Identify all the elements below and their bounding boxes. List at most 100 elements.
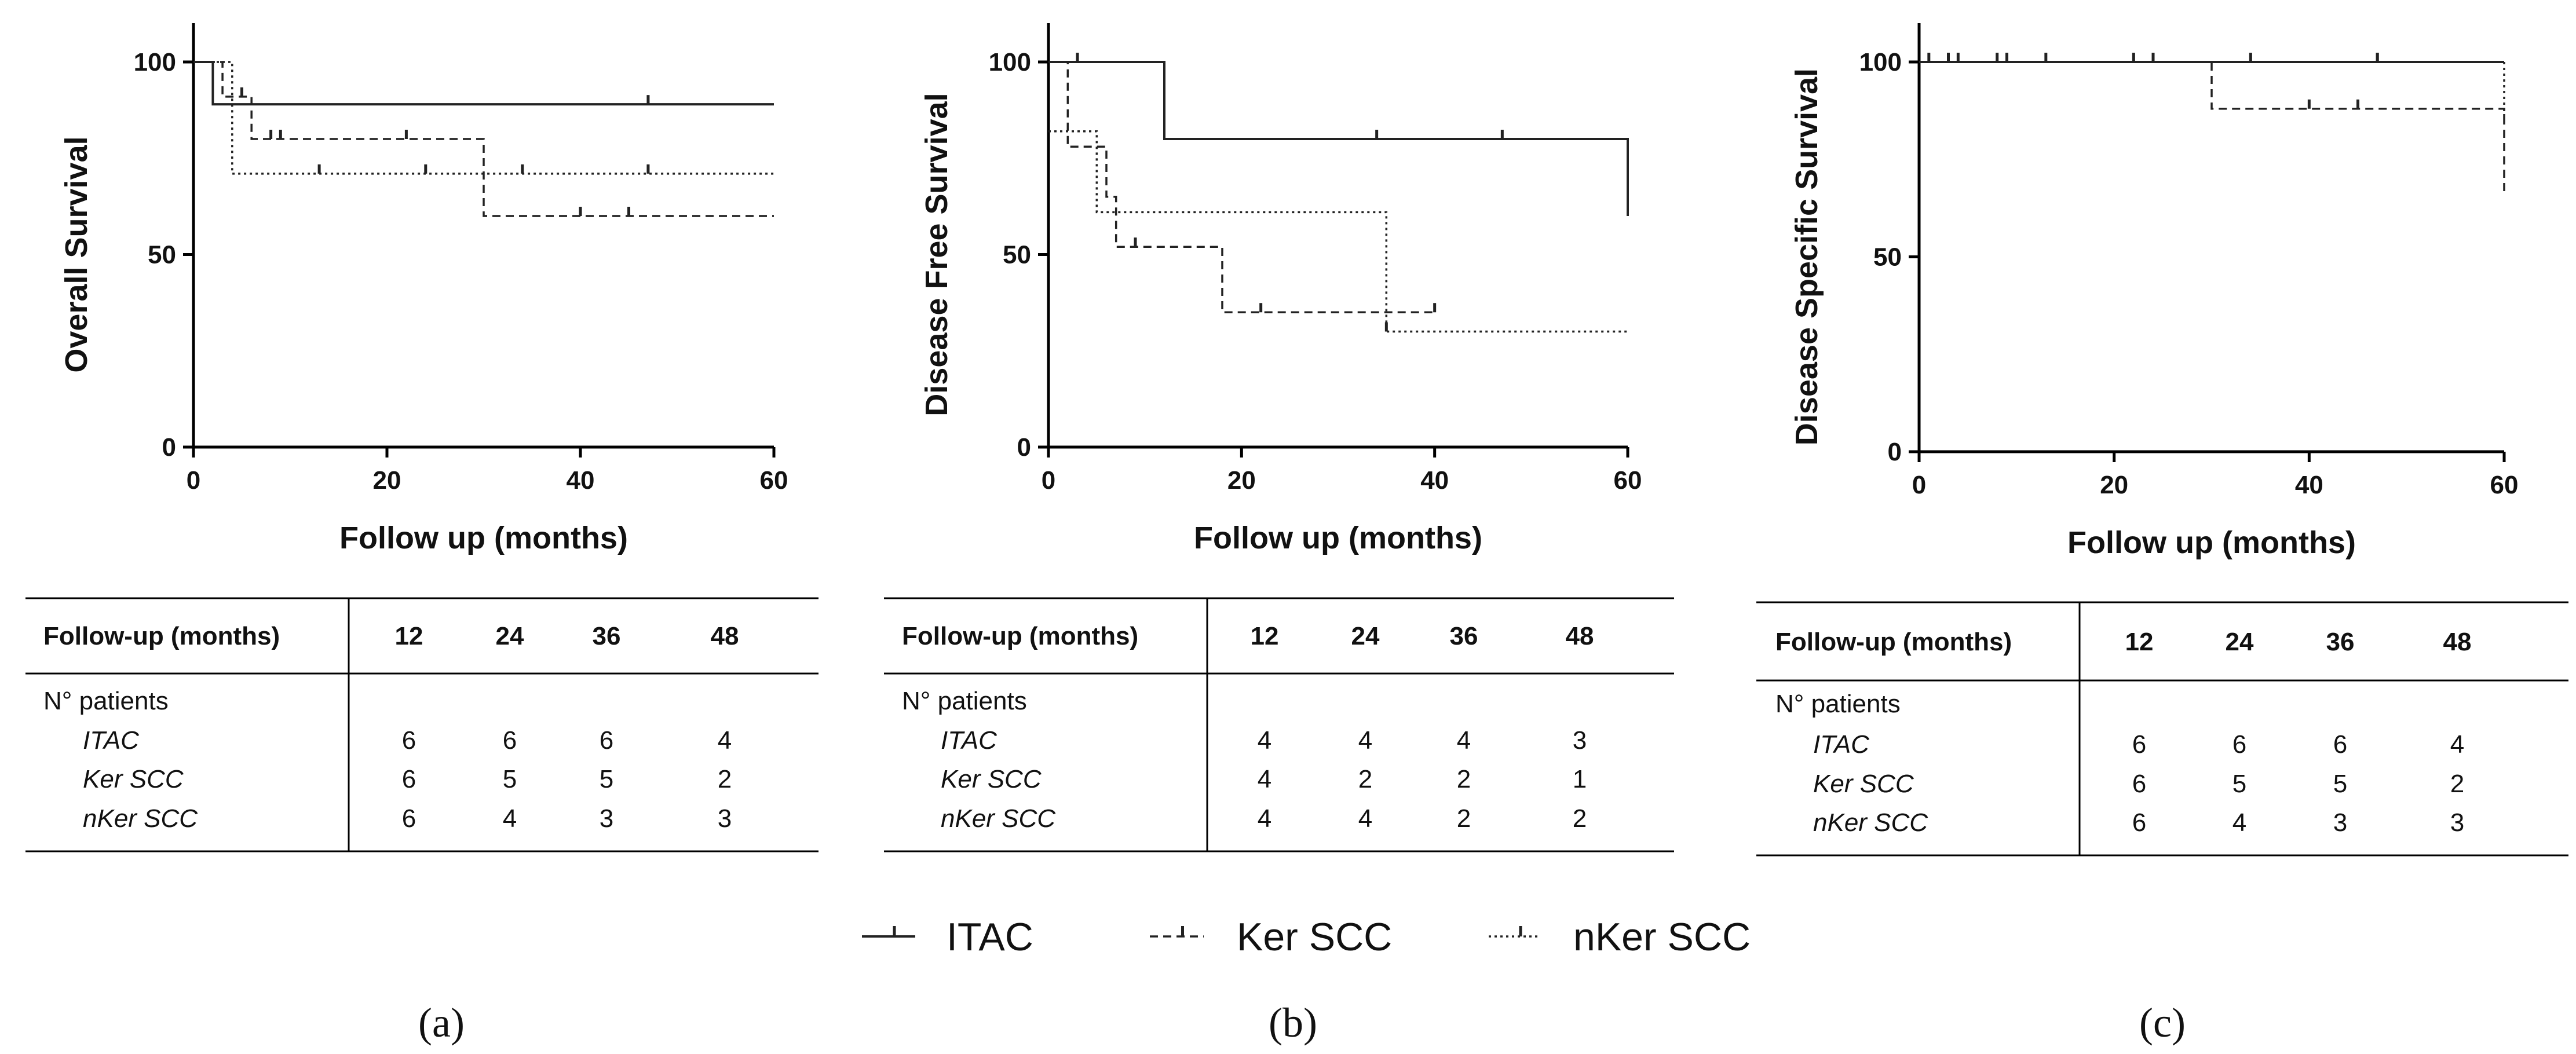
- table-cell: 1: [1573, 765, 1587, 793]
- table-cell: 5: [2333, 770, 2347, 798]
- x-tick-label: 60: [2490, 471, 2519, 499]
- table-group-label: N° patients: [1775, 690, 1901, 718]
- table-row-label: nKer SCC: [83, 804, 198, 833]
- table-row-label: ITAC: [1813, 730, 1870, 759]
- table-column-header: 36: [1450, 622, 1478, 650]
- table-row-label: nKer SCC: [1813, 808, 1928, 837]
- km-curve-ker-scc: [1048, 61, 1435, 314]
- x-tick-label: 60: [760, 466, 788, 495]
- table-row-label: Ker SCC: [1813, 770, 1914, 798]
- table-cell: 4: [718, 726, 732, 755]
- x-tick-label: 40: [1420, 466, 1449, 495]
- panel-caption: (a): [418, 1000, 465, 1046]
- table-column-header: 48: [1566, 622, 1594, 650]
- x-tick-label: 40: [567, 466, 595, 495]
- y-tick-label: 0: [1888, 438, 1902, 466]
- table-cell: 3: [2333, 808, 2347, 837]
- x-tick-label: 20: [1227, 466, 1256, 495]
- y-axis-title: Disease Free Survival: [919, 93, 954, 416]
- table-cell: 4: [1457, 726, 1471, 755]
- table-cell: 3: [2450, 808, 2464, 837]
- table-cell: 2: [1358, 765, 1372, 793]
- x-axis-title: Follow up (months): [2067, 525, 2356, 560]
- x-tick-label: 60: [1614, 466, 1642, 495]
- km-curve-nker-scc: [1919, 61, 2505, 117]
- y-tick-label: 100: [989, 48, 1031, 76]
- table-cell: 6: [402, 765, 416, 793]
- table-column-header: 36: [2326, 628, 2355, 656]
- table-cell: 6: [2132, 808, 2146, 837]
- chart-panel-2: 0 50 100 0 20 40 60 Follow up (months) Disease F…: [919, 23, 1642, 555]
- table-header-label: Follow-up (months): [1775, 628, 2012, 656]
- x-tick-label: 0: [1042, 466, 1055, 495]
- table-cell: 4: [1358, 804, 1372, 833]
- table-cell: 6: [2132, 770, 2146, 798]
- table-cell: 2: [1457, 765, 1471, 793]
- table-cell: 6: [2333, 730, 2347, 759]
- table-column-header: 12: [395, 622, 423, 650]
- x-axis-title: Follow up (months): [339, 521, 628, 555]
- y-tick-label: 50: [1873, 243, 1902, 272]
- y-axis-title: Disease Specific Survival: [1789, 68, 1824, 445]
- chart-panel-3: 0 50 100 0 20 40 60 Follow up (months) Disease S…: [1789, 23, 2518, 560]
- table-row-label: ITAC: [941, 726, 997, 755]
- at-risk-table-2: Follow-up (months) 12 24 36 48N° patientsITA…: [884, 597, 1674, 852]
- table-row-label: Ker SCC: [83, 765, 184, 793]
- km-curve-nker-scc: [1048, 130, 1628, 333]
- table-cell: 4: [2450, 730, 2464, 759]
- legend-label: nKer SCC: [1573, 915, 1751, 959]
- table-cell: 3: [718, 804, 732, 833]
- table-cell: 6: [600, 726, 613, 755]
- y-tick-label: 0: [1017, 433, 1031, 462]
- y-tick-label: 50: [1003, 241, 1031, 269]
- table-cell: 5: [2232, 770, 2246, 798]
- table-row-label: ITAC: [83, 726, 140, 755]
- table-cell: 4: [1358, 726, 1372, 755]
- table-column-header: 24: [1351, 622, 1380, 650]
- km-curve-nker-scc: [193, 61, 774, 175]
- x-axis-title: Follow up (months): [1194, 521, 1482, 555]
- table-cell: 6: [402, 726, 416, 755]
- table-column-header: 36: [593, 622, 621, 650]
- legend-label: Ker SCC: [1237, 915, 1392, 959]
- table-cell: 6: [503, 726, 517, 755]
- panel-caption: (b): [1269, 1000, 1317, 1046]
- y-axis-title: Overall Survival: [59, 136, 94, 372]
- table-cell: 5: [600, 765, 613, 793]
- at-risk-table-3: Follow-up (months) 12 24 36 48N° patientsITA…: [1756, 601, 2568, 857]
- table-column-header: 24: [2226, 628, 2254, 656]
- km-curve-ker-scc: [193, 61, 774, 217]
- table-cell: 5: [503, 765, 517, 793]
- at-risk-table-1: Follow-up (months) 12 24 36 48N° patientsITA…: [25, 597, 819, 852]
- y-tick-label: 50: [148, 241, 176, 269]
- km-curve-itac: [193, 61, 774, 106]
- table-header-label: Follow-up (months): [902, 622, 1138, 650]
- legend: ITAC Ker SCC nKer SCC: [862, 915, 1751, 959]
- x-tick-label: 0: [187, 466, 200, 495]
- x-tick-label: 40: [2295, 471, 2323, 499]
- panel-caption: (c): [2139, 1000, 2186, 1046]
- table-row-label: nKer SCC: [941, 804, 1056, 833]
- table-cell: 4: [1258, 726, 1271, 755]
- y-tick-label: 100: [1859, 48, 1902, 76]
- table-column-header: 12: [1251, 622, 1279, 650]
- table-group-label: N° patients: [43, 687, 169, 715]
- table-header-label: Follow-up (months): [43, 622, 280, 650]
- legend-label: ITAC: [947, 915, 1033, 959]
- table-cell: 4: [2232, 808, 2246, 837]
- table-cell: 4: [1258, 765, 1271, 793]
- x-tick-label: 20: [2100, 471, 2128, 499]
- km-curve-ker-scc: [1919, 61, 2505, 195]
- table-cell: 6: [2132, 730, 2146, 759]
- table-cell: 3: [600, 804, 613, 833]
- chart-panel-1: 0 50 100 0 20 40 60 Follow up (months) Overall S…: [59, 23, 788, 555]
- table-cell: 2: [2450, 770, 2464, 798]
- table-cell: 2: [1457, 804, 1471, 833]
- table-cell: 2: [1573, 804, 1587, 833]
- table-column-header: 48: [2443, 628, 2472, 656]
- table-cell: 6: [402, 804, 416, 833]
- x-tick-label: 0: [1912, 471, 1926, 499]
- table-row-label: Ker SCC: [941, 765, 1042, 793]
- y-tick-label: 0: [162, 433, 176, 462]
